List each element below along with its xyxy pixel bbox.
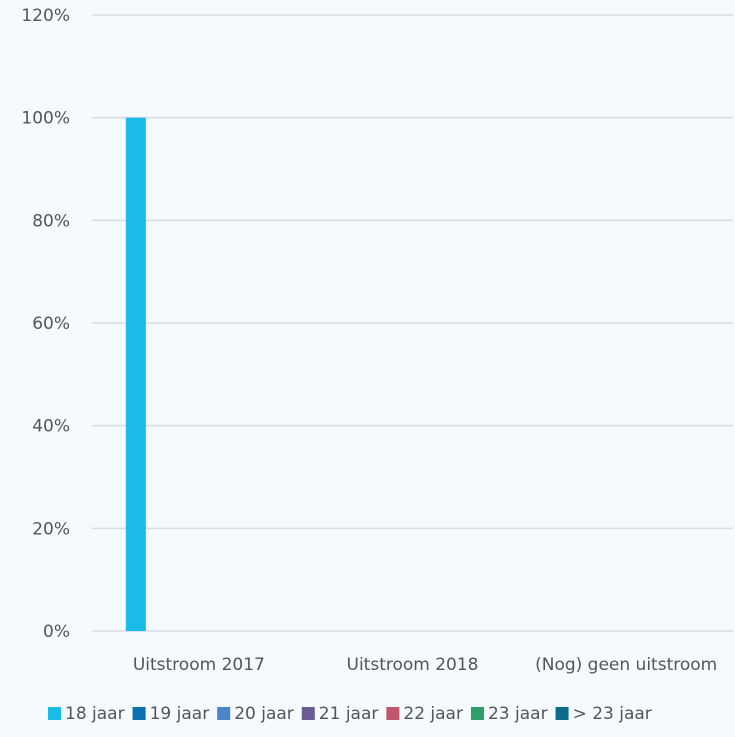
x-axis-ticks: Uitstroom 2017 Uitstroom 2018 (Nog) geen u… bbox=[133, 655, 717, 675]
legend-item: > 23 jaar bbox=[555, 704, 652, 724]
bars bbox=[125, 117, 146, 631]
legend-item: 20 jaar bbox=[217, 704, 294, 724]
y-tick-label: 60% bbox=[32, 314, 70, 334]
y-tick-label: 100% bbox=[21, 109, 70, 129]
legend-swatch bbox=[470, 707, 484, 720]
y-tick-label: 80% bbox=[32, 211, 70, 231]
legend-item: 19 jaar bbox=[132, 704, 210, 724]
legend-label: 22 jaar bbox=[403, 704, 463, 724]
legend-swatch bbox=[555, 707, 569, 720]
y-tick-label: 40% bbox=[32, 417, 70, 437]
x-tick-label: (Nog) geen uitstroom bbox=[535, 655, 717, 675]
legend-swatch bbox=[48, 707, 61, 720]
y-tick-label: 120% bbox=[21, 6, 70, 26]
legend-label: 19 jaar bbox=[150, 704, 210, 724]
legend: 18 jaar 19 jaar 20 jaar 21 jaar 22 jaar 23 ja… bbox=[48, 704, 652, 724]
legend-swatch bbox=[217, 707, 231, 720]
legend-swatch bbox=[132, 707, 146, 720]
legend-item: 21 jaar bbox=[301, 704, 379, 724]
legend-label: > 23 jaar bbox=[573, 704, 652, 724]
y-axis-ticks: 0% 20% 40% 60% 80% 100% 120% bbox=[21, 6, 70, 642]
legend-swatch bbox=[386, 707, 400, 720]
legend-item: 18 jaar bbox=[48, 704, 125, 724]
legend-item: 22 jaar bbox=[386, 704, 463, 724]
y-tick-label: 0% bbox=[43, 622, 70, 642]
x-tick-label: Uitstroom 2018 bbox=[347, 655, 479, 675]
bar bbox=[125, 117, 146, 631]
y-tick-label: 20% bbox=[32, 519, 70, 539]
legend-label: 18 jaar bbox=[65, 704, 125, 724]
x-tick-label: Uitstroom 2017 bbox=[133, 655, 265, 675]
legend-item: 23 jaar bbox=[470, 704, 548, 724]
legend-label: 21 jaar bbox=[319, 704, 379, 724]
gridlines bbox=[92, 14, 733, 632]
legend-swatch bbox=[301, 707, 315, 720]
legend-label: 20 jaar bbox=[234, 704, 294, 724]
legend-label: 23 jaar bbox=[488, 704, 548, 724]
